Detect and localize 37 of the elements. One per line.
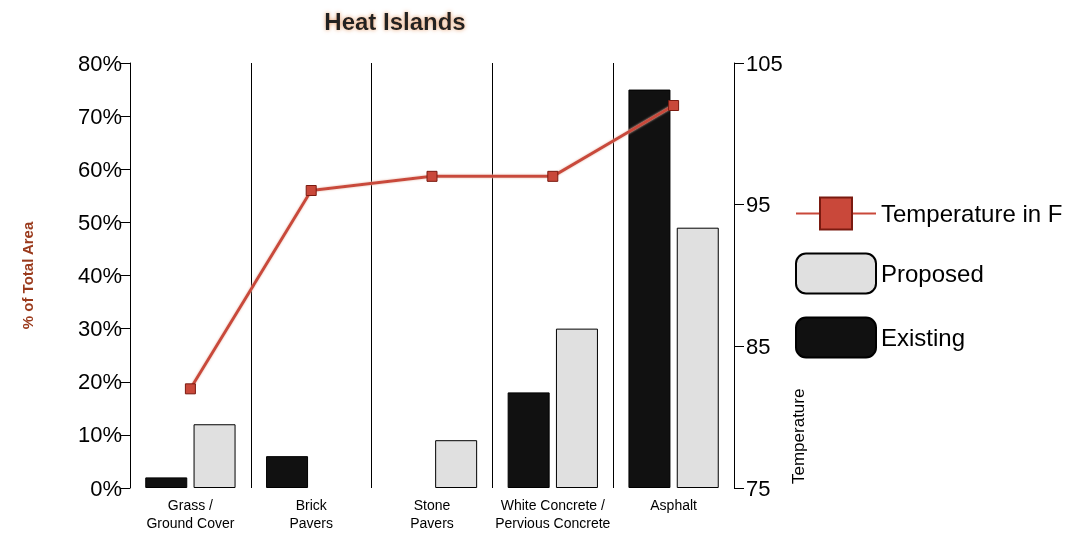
y-axis-title: % of Total Area	[19, 221, 36, 330]
chart-title: Heat Islands	[324, 7, 466, 35]
legend-label: Temperature in F	[881, 200, 1063, 227]
bar	[555, 328, 598, 488]
point	[305, 185, 317, 196]
x-tick-label: Brick Pavers	[289, 497, 333, 531]
y-tick-label: 70%	[77, 103, 122, 129]
y2-axis-title: Temperature	[788, 388, 808, 484]
bar	[676, 227, 719, 488]
bar	[145, 477, 188, 488]
bar	[435, 440, 478, 488]
y-tick-label: 0%	[90, 475, 122, 501]
y-tick-label: 10%	[77, 422, 122, 448]
x-tick-label: White Concrete / Pervious Concrete	[495, 497, 611, 531]
y2-tick-label: 85	[746, 333, 771, 359]
point	[184, 383, 196, 395]
x-tick-label: Grass / Ground Cover	[146, 497, 235, 531]
bar	[507, 392, 550, 488]
y-tick-label: 40%	[77, 263, 122, 288]
y-tick-label: 30%	[77, 316, 122, 342]
y-tick-label: 20%	[77, 369, 122, 395]
y2-tick-label: 95	[746, 192, 771, 218]
point	[547, 170, 559, 182]
bar	[628, 89, 671, 488]
point	[426, 170, 438, 182]
legend-label: Proposed	[881, 260, 984, 287]
x-tick-label: Asphalt	[650, 497, 698, 513]
legend-label: Existing	[881, 324, 966, 351]
y-tick-label: 80%	[77, 50, 122, 76]
x-tick-label: Stone Pavers	[410, 497, 454, 531]
y2-tick-label: 75	[746, 475, 771, 501]
y2-tick-label: 105	[746, 50, 783, 76]
y-tick-label: 60%	[77, 156, 122, 182]
y-tick-label: 50%	[77, 209, 122, 235]
point	[668, 100, 680, 111]
bar	[266, 456, 309, 488]
bar	[193, 424, 236, 488]
